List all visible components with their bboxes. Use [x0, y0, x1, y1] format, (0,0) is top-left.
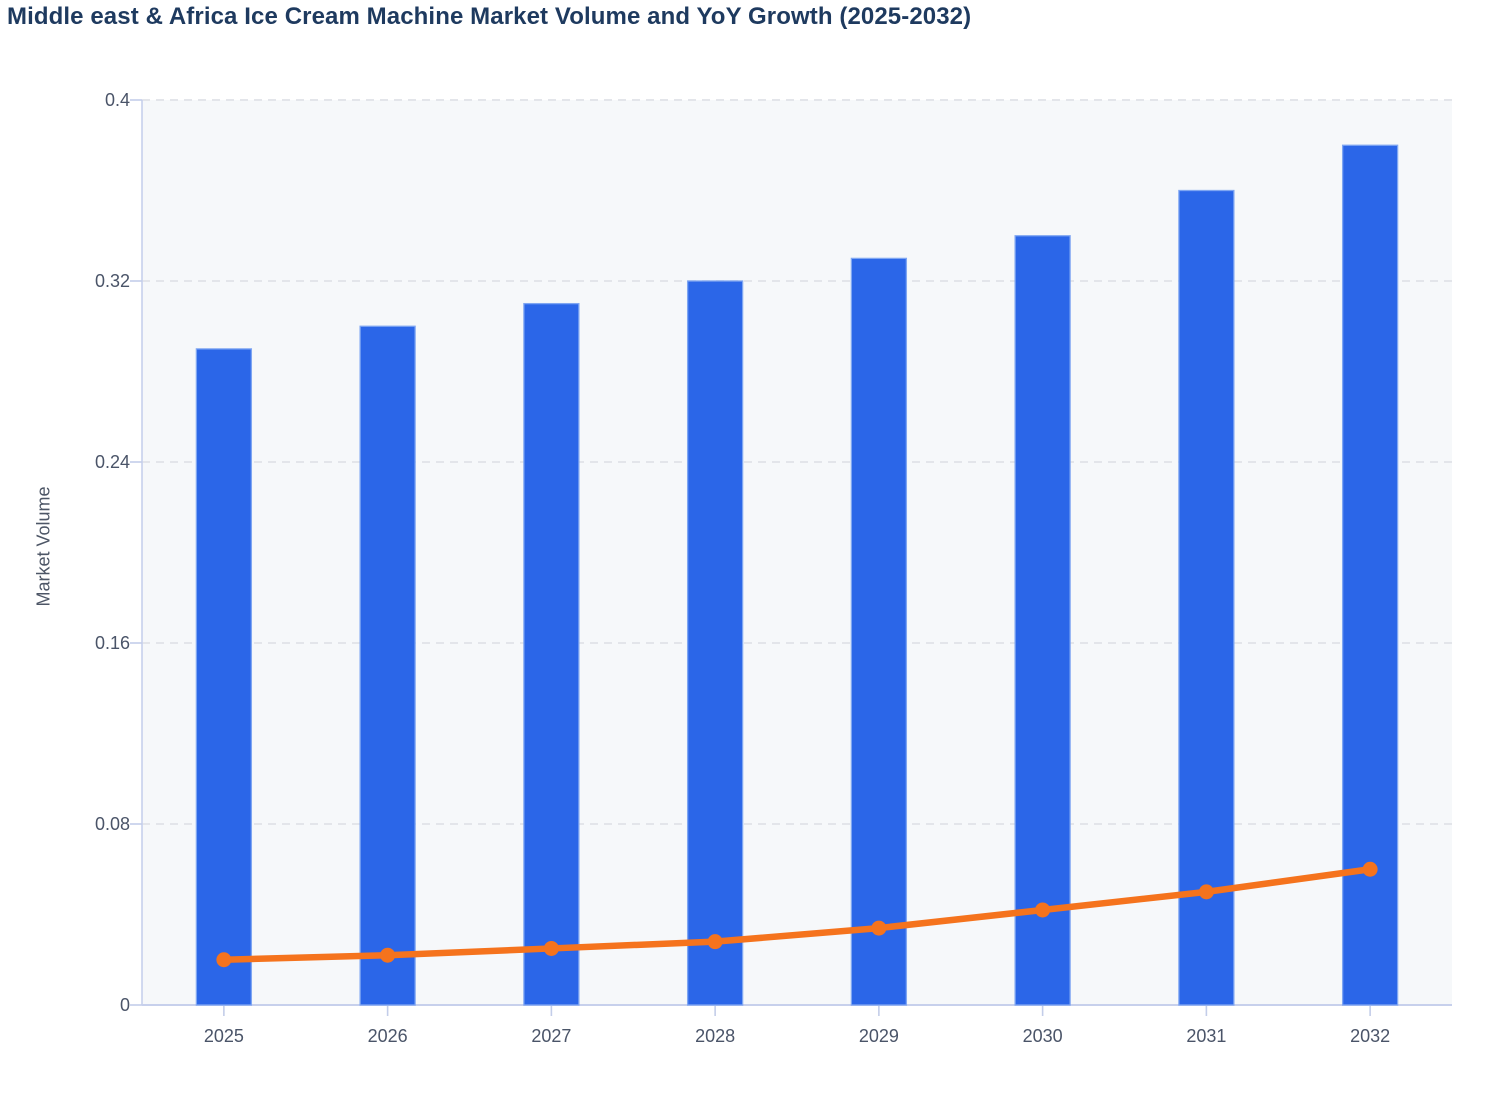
line-point-2031[interactable] — [1198, 884, 1214, 900]
bar-2031[interactable] — [1178, 189, 1235, 1006]
x-tick-label: 2031 — [1186, 1026, 1227, 1046]
x-tick-label: 2027 — [531, 1026, 572, 1046]
bar-2028[interactable] — [686, 280, 744, 1006]
y-tick-label: 0.32 — [94, 271, 130, 291]
bar-2032[interactable] — [1341, 144, 1399, 1006]
bar-2030[interactable] — [1014, 235, 1071, 1006]
y-tick-label: 0.24 — [94, 452, 130, 472]
line-point-2027[interactable] — [543, 940, 559, 956]
bar-2026[interactable] — [359, 325, 416, 1006]
x-tick-label: 2032 — [1350, 1026, 1391, 1046]
x-tick-label: 2030 — [1022, 1026, 1063, 1046]
yoy-growth-line — [220, 866, 1374, 963]
y-axis-title: Market Volume — [33, 486, 54, 607]
line-point-2032[interactable] — [1362, 861, 1378, 877]
x-tick-label: 2029 — [858, 1026, 899, 1046]
y-tick-label: 0.4 — [104, 90, 130, 110]
line-point-2025[interactable] — [216, 952, 232, 968]
y-tick-label: 0.08 — [94, 814, 130, 834]
bar-2027[interactable] — [523, 302, 580, 1006]
line-point-2029[interactable] — [871, 920, 887, 936]
line-point-2026[interactable] — [380, 947, 396, 963]
chart-title: Middle east & Africa Ice Cream Machine M… — [7, 3, 972, 30]
line-point-2028[interactable] — [707, 934, 723, 950]
x-tick-label: 2026 — [367, 1026, 408, 1046]
bar-2025[interactable] — [195, 348, 253, 1006]
x-tick-label: 2025 — [203, 1026, 244, 1046]
y-tick-label: 0.16 — [94, 633, 130, 653]
line-point-2030[interactable] — [1035, 902, 1051, 918]
bar-2029[interactable] — [850, 257, 908, 1006]
x-tick-label: 2028 — [695, 1026, 736, 1046]
y-tick-label: 0 — [119, 995, 130, 1015]
